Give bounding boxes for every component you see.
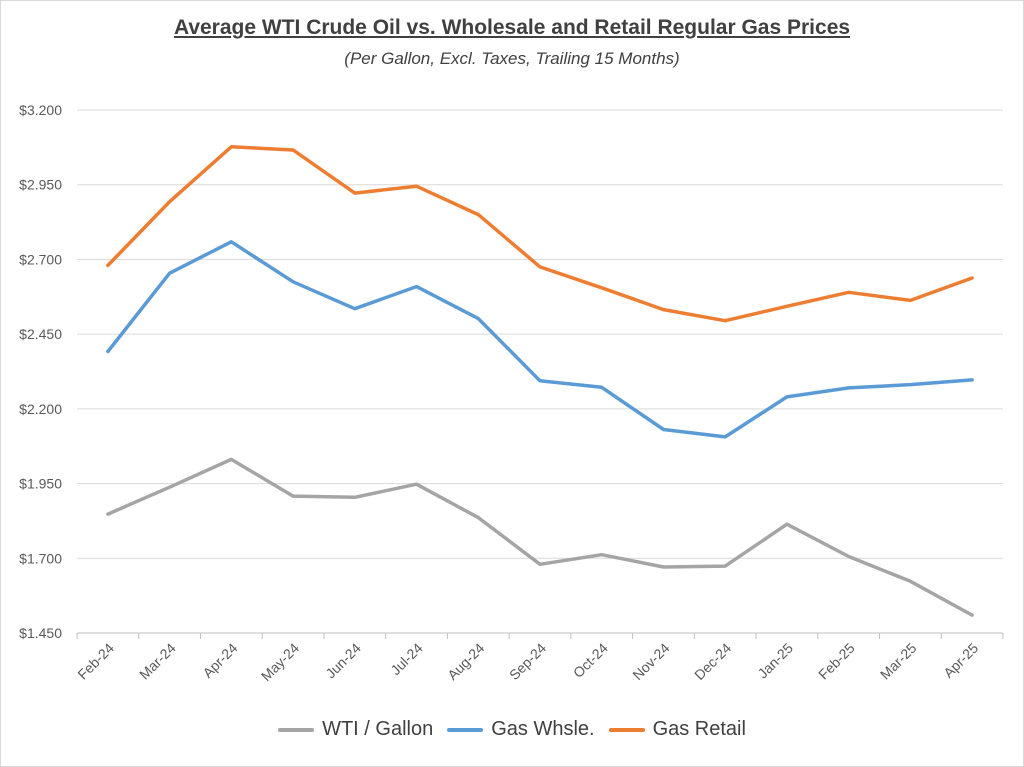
x-tick-label: Oct-24 bbox=[570, 640, 611, 681]
legend-item-gas-wholesale: Gas Whsle. bbox=[447, 718, 595, 741]
y-tick-label: $1.450 bbox=[19, 625, 62, 641]
x-tick-label: Feb-25 bbox=[815, 640, 858, 683]
series-line-gas-whsle bbox=[106, 240, 974, 439]
legend: WTI / Gallon Gas Whsle. Gas Retail bbox=[0, 718, 1024, 741]
y-tick-label: $2.950 bbox=[19, 177, 62, 193]
x-tick-label: Mar-25 bbox=[877, 640, 920, 683]
legend-label-gas-retail: Gas Retail bbox=[652, 718, 746, 740]
y-tick-label: $2.700 bbox=[19, 251, 62, 267]
chart-subtitle: (Per Gallon, Excl. Taxes, Trailing 15 Mo… bbox=[344, 49, 680, 68]
y-axis: $1.450 $1.700 $1.950 $2.200 $2.450 $2.700 $2.9… bbox=[19, 102, 62, 641]
series-lines bbox=[106, 145, 974, 617]
legend-label-gas-wholesale: Gas Whsle. bbox=[491, 718, 595, 740]
series-line-wti-gallon bbox=[106, 457, 974, 617]
legend-swatch-gas-retail bbox=[608, 727, 645, 732]
y-tick-label: $3.200 bbox=[19, 102, 62, 118]
x-tick-label: Jun-24 bbox=[322, 640, 364, 682]
chart-title: Average WTI Crude Oil vs. Wholesale and … bbox=[173, 16, 851, 39]
legend-item-wti: WTI / Gallon bbox=[278, 718, 433, 741]
series-line-gas-retail bbox=[106, 145, 974, 323]
x-tick-label: May-24 bbox=[258, 640, 302, 684]
x-tick-label: Feb-24 bbox=[74, 640, 117, 683]
legend-item-gas-retail: Gas Retail bbox=[608, 718, 746, 741]
legend-label-wti: WTI / Gallon bbox=[322, 718, 434, 740]
x-tick-label: Aug-24 bbox=[444, 640, 487, 683]
legend-swatch-gas-wholesale bbox=[447, 727, 484, 732]
x-tick-label: Jul-24 bbox=[387, 640, 425, 678]
y-tick-label: $1.950 bbox=[19, 476, 62, 492]
x-tick-label: Jan-25 bbox=[754, 640, 796, 682]
legend-swatch-wti bbox=[278, 727, 315, 732]
x-tick-label: Apr-24 bbox=[199, 640, 240, 681]
x-tick-label: Nov-24 bbox=[629, 640, 672, 683]
y-tick-label: $1.700 bbox=[19, 550, 62, 566]
x-tick-label: Sep-24 bbox=[506, 640, 549, 683]
gridlines bbox=[77, 109, 1003, 559]
x-tick-label: Dec-24 bbox=[691, 640, 734, 683]
y-tick-label: $2.200 bbox=[19, 401, 62, 417]
x-axis: Feb-24 Mar-24 Apr-24 May-24 Jun-24 Jul-24 Aug-… bbox=[74, 632, 1004, 684]
x-tick-label: Mar-24 bbox=[136, 640, 179, 683]
x-tick-label: Apr-25 bbox=[940, 640, 981, 681]
y-tick-label: $2.450 bbox=[19, 326, 62, 342]
